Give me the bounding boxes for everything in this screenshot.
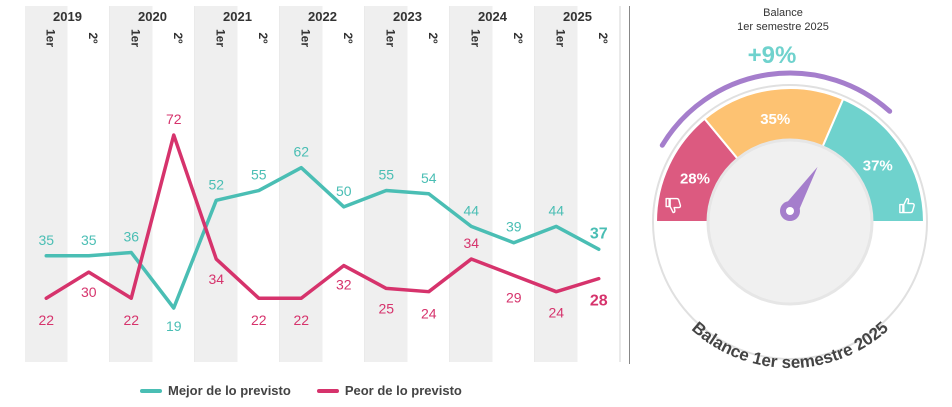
data-label: 37 [590,225,608,242]
data-label: 44 [548,202,564,218]
legend-item-peor: Peor de lo previsto [316,383,462,398]
thumbs-down-icon [665,197,682,214]
data-label: 34 [208,271,224,287]
year-label: 2019 [53,9,82,24]
data-label: 30 [81,284,97,300]
semester-tick-label: 1er [553,29,567,47]
semester-tick-label: 2º [341,32,355,44]
semester-band [365,6,408,362]
data-label: 22 [38,312,54,328]
gauge-balance-value: +9% [748,42,797,69]
balance-arc [659,70,893,148]
thumbs-up-icon [899,197,915,214]
data-label: 35 [38,232,54,248]
data-label: 36 [123,229,139,245]
year-label: 2025 [563,9,592,24]
semester-tick-label: 2º [596,32,610,44]
data-label: 19 [166,318,182,334]
semester-band [110,6,153,362]
semester-tick-label: 1er [298,29,312,47]
data-label: 28 [590,293,608,310]
data-label: 55 [251,167,267,183]
data-label: 29 [506,289,522,305]
data-label: 52 [208,176,224,192]
semester-tick-label: 1er [213,29,227,47]
data-label: 54 [421,170,437,186]
gauge-outer-ring [652,84,928,360]
year-label: 2023 [393,9,422,24]
legend: Mejor de lo previsto Peor de lo previsto [140,383,462,398]
year-label: 2020 [138,9,167,24]
year-label: 2022 [308,9,337,24]
legend-swatch-mejor [140,388,162,393]
gauge-bottom-title: Balance 1er semestre 2025 [688,318,892,372]
series-line-mejor [44,165,601,310]
data-label: 25 [378,300,394,316]
gauge-segment-label: 28% [680,170,710,187]
semester-tick-label: 1er [43,29,57,47]
data-label: 35 [81,232,97,248]
legend-label-mejor: Mejor de lo previsto [168,383,291,398]
data-label: 22 [293,312,309,328]
gauge-header-line1: Balance [763,7,803,19]
data-label: 34 [463,235,479,251]
data-label: 72 [166,111,182,127]
gauge-header-line2: 1er semestre 2025 [737,21,829,33]
data-label: 32 [336,277,352,293]
semester-tick-label: 1er [383,29,397,47]
data-label: 44 [463,202,479,218]
legend-item-mejor: Mejor de lo previsto [140,383,291,398]
semester-tick-label: 1er [468,29,482,47]
line-chart: 2019 2020 2021 2022 2023 2024 2025 1er 2º 1er 2º 1… [25,6,621,362]
semester-tick-label: 1er [128,29,142,47]
semester-tick-label: 2º [426,32,440,44]
semester-band [25,6,68,362]
semester-tick-label: 2º [256,32,270,44]
legend-swatch-peor [316,388,339,393]
semester-band [195,6,238,362]
data-label: 24 [421,306,437,322]
gauge-bottom-title-text: Balance 1er semestre 2025 [688,318,892,372]
data-label: 39 [506,219,522,235]
gauge-segment-label: 35% [760,111,790,128]
year-label: 2021 [223,9,252,24]
semester-tick-label: 2º [511,32,525,44]
semester-band [450,6,493,362]
semester-band [535,6,578,362]
data-label: 22 [123,312,139,328]
gauge-segment-label: 37% [863,157,893,174]
data-label: 50 [336,183,352,199]
data-label: 55 [378,167,394,183]
data-label: 22 [251,312,267,328]
needle-icon [780,166,818,221]
year-label: 2024 [478,9,508,24]
gauge-inner-disc [706,138,874,306]
legend-label-peor: Peor de lo previsto [344,383,462,398]
semester-tick-label: 2º [171,32,185,44]
series-line-peor [44,133,601,300]
data-label: 24 [548,305,564,321]
semester-tick-label: 2º [86,32,100,44]
semester-band [280,6,323,362]
data-label: 62 [293,144,309,160]
gauge-chart: Balance 1er semestre 2025 +9% 28%35%37% … [652,7,928,372]
divider [629,6,630,364]
